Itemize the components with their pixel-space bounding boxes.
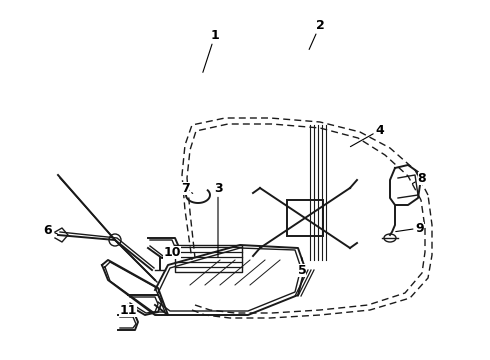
Text: 2: 2 (309, 18, 324, 49)
Text: 9: 9 (396, 221, 424, 234)
Text: 4: 4 (350, 123, 384, 147)
Text: 1: 1 (203, 28, 220, 72)
Text: 8: 8 (413, 171, 426, 185)
Text: 7: 7 (181, 181, 193, 194)
Text: 11: 11 (119, 303, 137, 316)
Text: 6: 6 (44, 224, 57, 237)
Text: 5: 5 (297, 258, 306, 276)
Text: 3: 3 (214, 181, 222, 257)
Text: 10: 10 (162, 246, 181, 258)
